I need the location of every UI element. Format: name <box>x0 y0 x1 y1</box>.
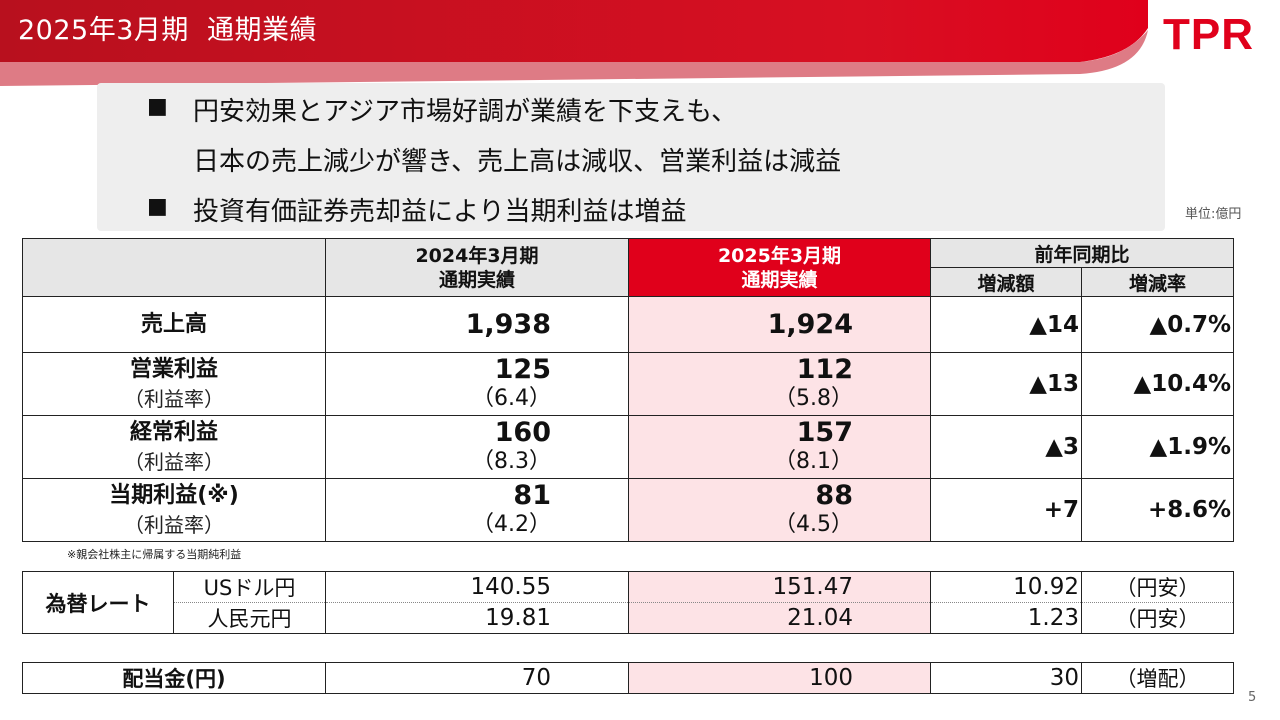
fx-diff: 1.23 <box>930 602 1082 634</box>
fx-note: （円安） <box>1081 602 1234 634</box>
fx-currency: 人民元円 <box>173 602 326 634</box>
value-fy2024: 1,938 <box>325 296 629 353</box>
margin-fy2025: （8.1） <box>774 449 853 474</box>
fx-fy2024: 19.81 <box>325 602 629 634</box>
value-fy2025: 112 <box>796 354 853 385</box>
row-label-cell: 経常利益 （利益率） <box>22 415 326 479</box>
fx-note: （円安） <box>1081 571 1234 603</box>
page-number: 5 <box>1248 690 1257 705</box>
header-fy2025-type: 通期実績 <box>741 268 818 291</box>
row-sublabel: （利益率） <box>124 513 224 537</box>
bullet-square-icon: ■ <box>147 94 168 119</box>
bullet-square-icon: ■ <box>147 194 168 219</box>
value-fy2025: 1,924 <box>628 296 931 353</box>
page-title: 2025年3月期 通期業績 <box>18 15 318 46</box>
header-fy2024-type: 通期実績 <box>438 268 515 291</box>
value-fy2025-cell: 157 （8.1） <box>628 415 931 479</box>
header-fy2025: 2025年3月期 通期実績 <box>628 238 931 297</box>
value-rate: ▲10.4% <box>1081 352 1234 416</box>
table-row-ordinary-profit: 経常利益 （利益率） 160 （8.3） 157 （8.1） ▲3 ▲1.9% <box>22 415 1234 479</box>
header-band <box>0 0 1148 86</box>
row-label-cell: 営業利益 （利益率） <box>22 352 326 416</box>
header-fy2024: 2024年3月期 通期実績 <box>325 238 629 297</box>
fx-currency: USドル円 <box>173 571 326 603</box>
header-empty-cell <box>22 238 326 297</box>
dividend-diff: 30 <box>930 662 1082 694</box>
tpr-logo: TPR <box>1163 10 1254 59</box>
footnote: ※親会社株主に帰属する当期純利益 <box>67 548 242 561</box>
value-change: +7 <box>930 478 1082 542</box>
table-header-row: 2024年3月期 通期実績 2025年3月期 通期実績 前年同期比 <box>22 238 1234 297</box>
value-fy2024: 81 <box>513 480 551 511</box>
value-fy2024-cell: 160 （8.3） <box>325 415 629 479</box>
value-fy2025-cell: 112 （5.8） <box>628 352 931 416</box>
fx-row-usd: 為替レート USドル円 140.55 151.47 10.92 （円安） <box>22 571 1234 634</box>
margin-fy2025: （4.5） <box>774 512 853 537</box>
value-rate: ▲0.7% <box>1081 296 1234 353</box>
table-row-net-profit: 当期利益(※) （利益率） 81 （4.2） 88 （4.5） +7 +8.6% <box>22 478 1234 542</box>
fx-rate-table: 為替レート USドル円 140.55 151.47 10.92 （円安） 人民元… <box>22 571 1234 634</box>
fx-row-cny: 人民元円 19.81 21.04 1.23 （円安） <box>23 602 1234 634</box>
header-change: 増減額 <box>930 267 1082 297</box>
value-fy2025-cell: 88 （4.5） <box>628 478 931 542</box>
results-table: 2024年3月期 通期実績 2025年3月期 通期実績 前年同期比 増減額 増減… <box>22 238 1234 542</box>
dividend-table: 配当金(円) 70 100 30 （増配） <box>22 662 1234 694</box>
margin-fy2024: （4.2） <box>472 512 551 537</box>
table-subheader-row: 増減額 増減率 <box>23 267 1234 297</box>
row-label: 経常利益 <box>129 420 218 445</box>
value-fy2024: 125 <box>494 354 551 385</box>
row-label-cell: 当期利益(※) （利益率） <box>22 478 326 542</box>
row-sublabel: （利益率） <box>124 387 224 411</box>
bullet-text: 円安効果とアジア市場好調が業績を下支えも、 <box>193 97 738 127</box>
row-label: 当期利益(※) <box>109 483 239 508</box>
fx-label: 為替レート <box>22 571 174 634</box>
row-label: 営業利益 <box>129 357 218 382</box>
summary-box: ■ 円安効果とアジア市場好調が業績を下支えも、 日本の売上減少が響き、売上高は減… <box>97 83 1165 231</box>
value-rate: +8.6% <box>1081 478 1234 542</box>
dividend-row: 配当金(円) 70 100 30 （増配） <box>22 662 1234 694</box>
table-row-sales: 売上高 1,938 1,924 ▲14 ▲0.7% <box>22 296 1234 353</box>
header-yoy: 前年同期比 <box>930 238 1234 268</box>
value-fy2024-cell: 125 （6.4） <box>325 352 629 416</box>
header-fy2025-period: 2025年3月期 <box>717 244 842 267</box>
dividend-fy2025: 100 <box>628 662 931 694</box>
value-fy2024: 160 <box>494 417 551 448</box>
margin-fy2025: （5.8） <box>774 386 853 411</box>
fx-fy2025: 21.04 <box>628 602 931 634</box>
table-row-operating-profit: 営業利益 （利益率） 125 （6.4） 112 （5.8） ▲13 ▲10.4… <box>22 352 1234 416</box>
value-change: ▲14 <box>930 296 1082 353</box>
margin-fy2024: （6.4） <box>472 386 551 411</box>
value-fy2024-cell: 81 （4.2） <box>325 478 629 542</box>
fx-fy2025: 151.47 <box>628 571 931 603</box>
value-change: ▲3 <box>930 415 1082 479</box>
dividend-label: 配当金(円) <box>22 662 326 694</box>
header-fy2024-period: 2024年3月期 <box>415 244 539 267</box>
dividend-note: （増配） <box>1081 662 1234 694</box>
unit-label: 単位:億円 <box>1185 207 1242 222</box>
value-fy2025: 88 <box>815 480 853 511</box>
row-label: 売上高 <box>22 296 326 353</box>
value-change: ▲13 <box>930 352 1082 416</box>
margin-fy2024: （8.3） <box>472 449 551 474</box>
bullet-text: 日本の売上減少が響き、売上高は減収、営業利益は減益 <box>193 147 842 177</box>
fx-diff: 10.92 <box>930 571 1082 603</box>
bullet-text: 投資有価証券売却益により当期利益は増益 <box>193 197 687 227</box>
fx-fy2024: 140.55 <box>325 571 629 603</box>
row-sublabel: （利益率） <box>124 450 224 474</box>
dividend-fy2024: 70 <box>325 662 629 694</box>
value-fy2025: 157 <box>796 417 853 448</box>
header-rate: 増減率 <box>1081 267 1234 297</box>
value-rate: ▲1.9% <box>1081 415 1234 479</box>
